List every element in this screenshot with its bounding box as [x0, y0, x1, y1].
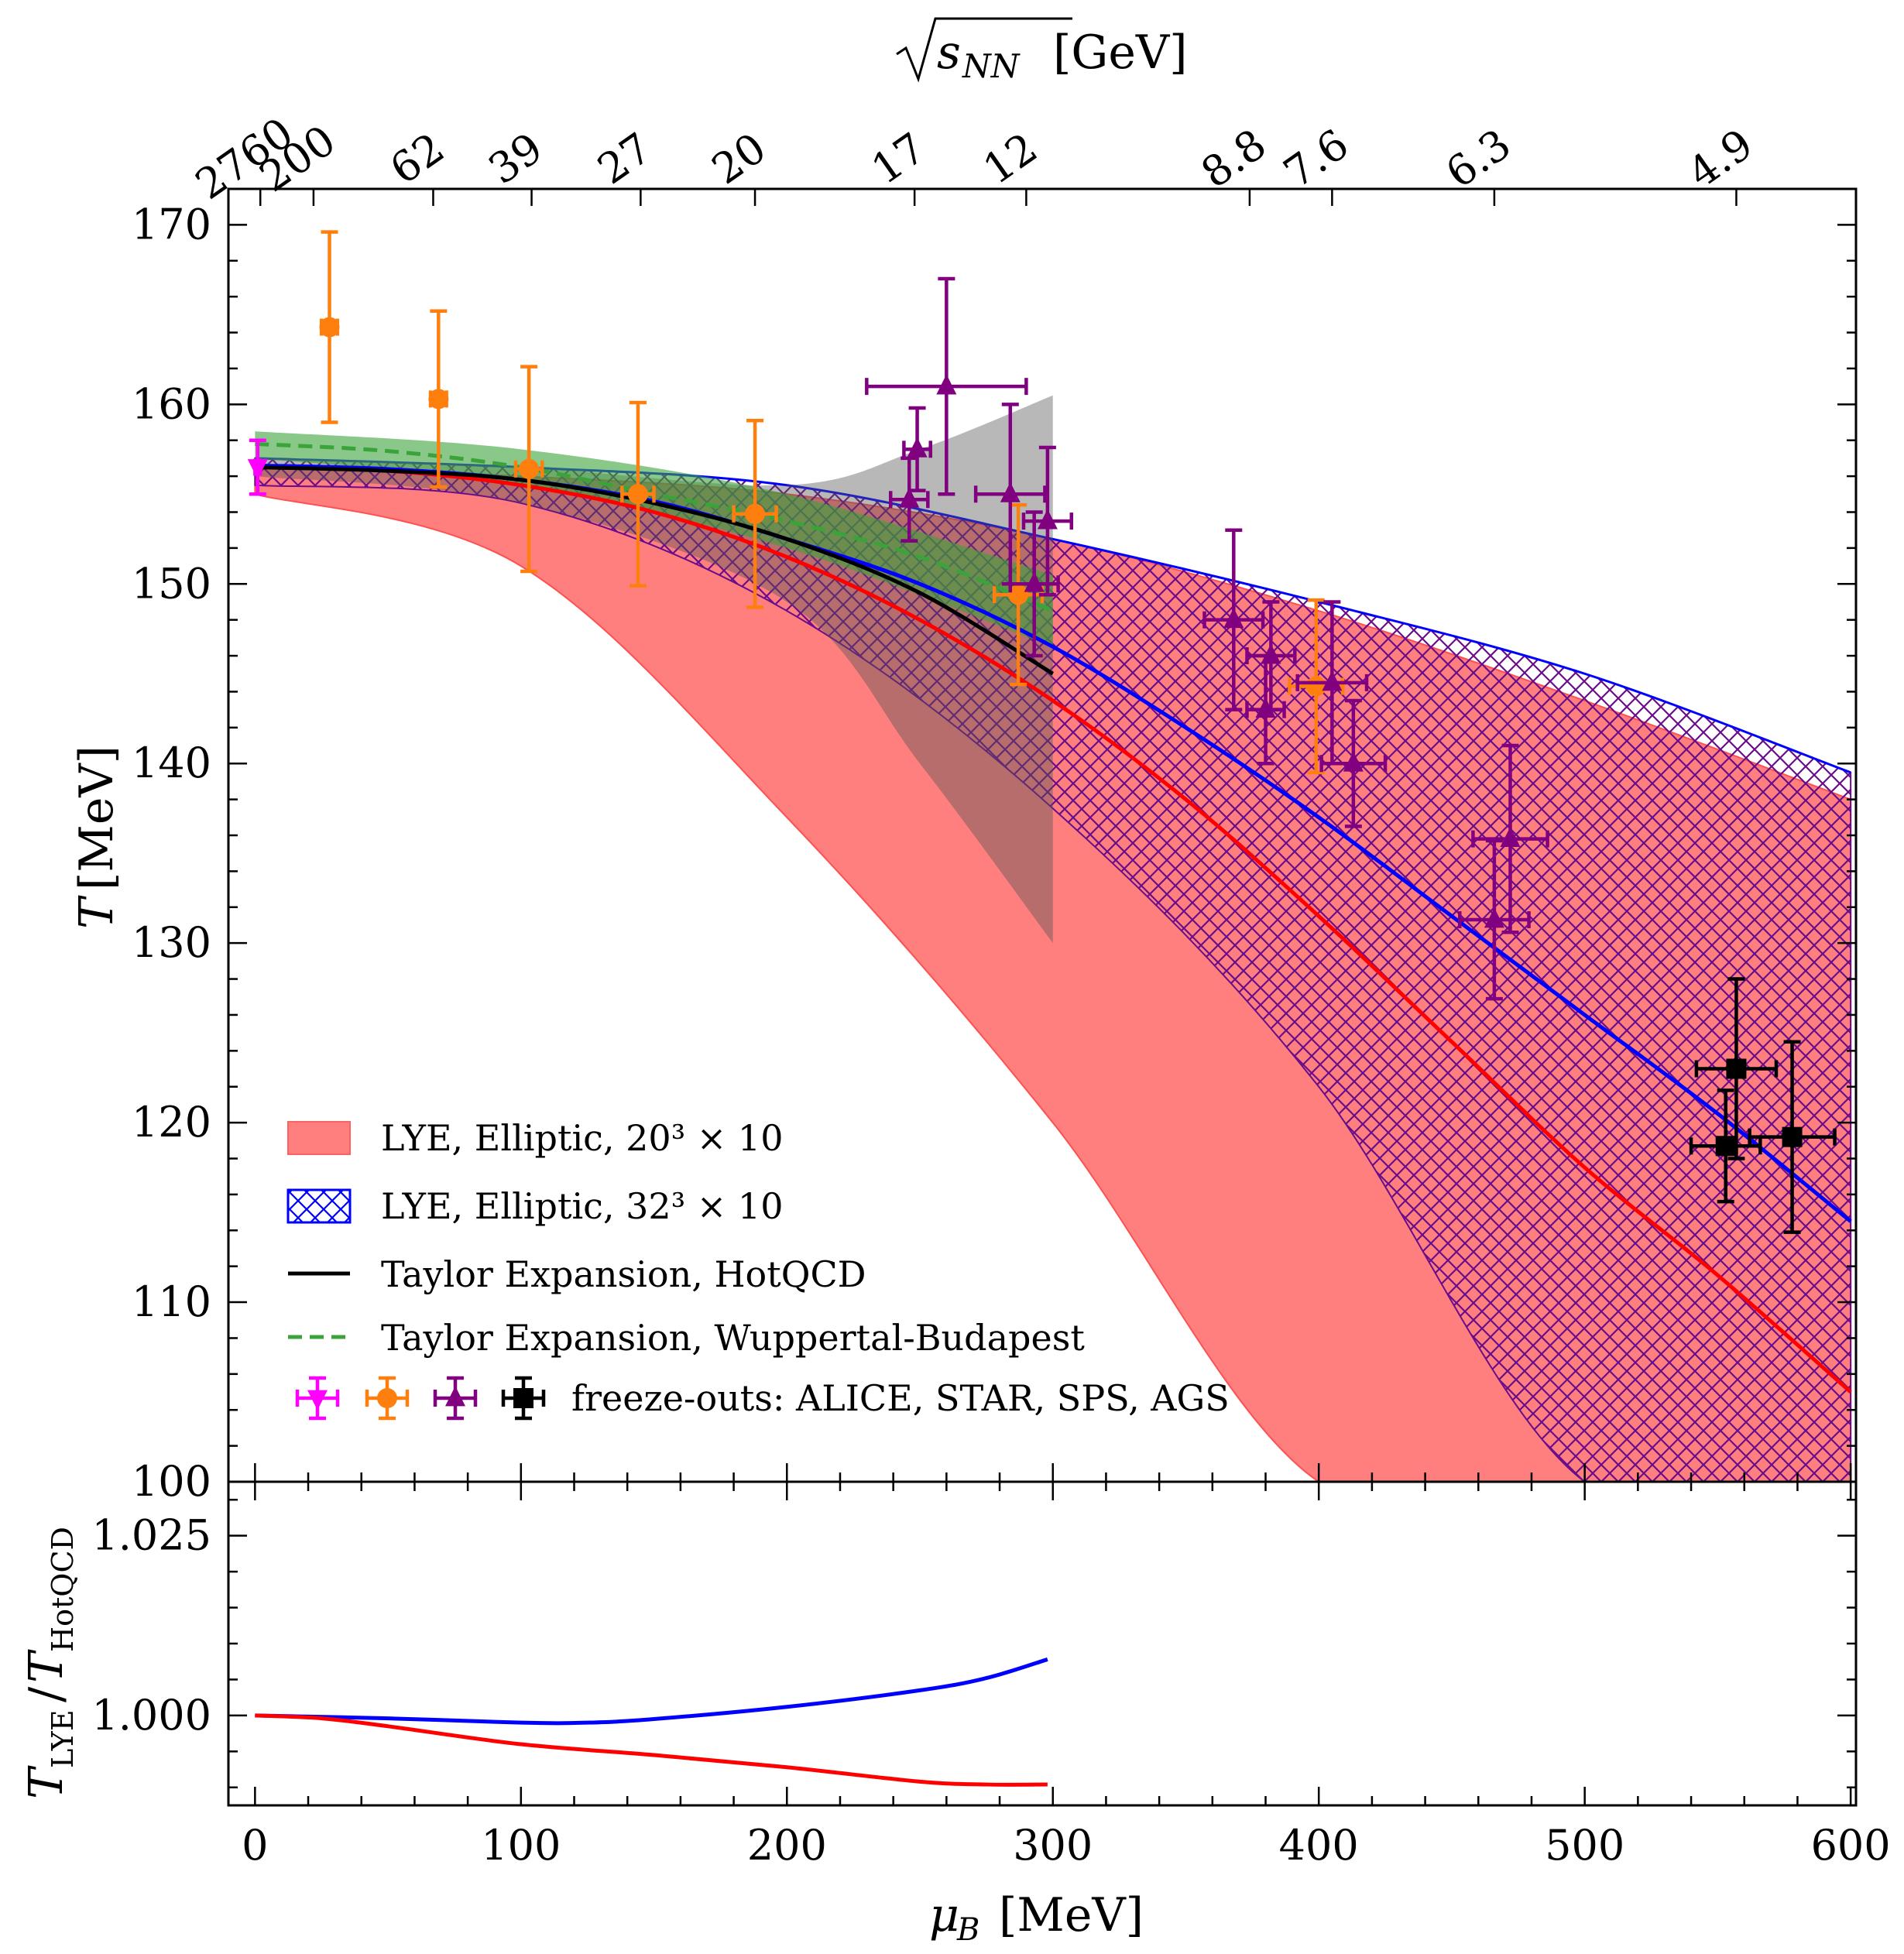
ratio-plot-frame [227, 1480, 1858, 1807]
point-star-6 [1008, 584, 1029, 605]
top-tick-label-7: 12 [975, 123, 1046, 194]
legend-marker-2 [445, 1386, 465, 1407]
svg-text:T: T [19, 1649, 74, 1683]
legend-label-3: Taylor Expansion, HotQCD [381, 1253, 866, 1295]
point-sps-19 [1500, 827, 1521, 848]
legend-label-1: LYE, Elliptic, 20³ × 10 [381, 1117, 783, 1159]
top-axis-title: s NN [GeV] [896, 17, 1188, 85]
svg-text:T: T [70, 895, 124, 929]
legend-marker-1 [377, 1388, 397, 1408]
y-tick-label-170: 170 [132, 200, 211, 249]
point-sps-11 [1000, 482, 1021, 502]
legend-freezeout-markers [295, 1376, 546, 1421]
y-tick-label-140: 140 [132, 739, 211, 787]
point-sps-12 [1037, 509, 1058, 530]
top-tick-label-4: 27 [589, 123, 660, 194]
legend-label-4: Taylor Expansion, Wuppertal-Budapest [381, 1317, 1085, 1359]
legend-label-2: LYE, Elliptic, 32³ × 10 [381, 1185, 783, 1227]
point-sps-9 [936, 374, 957, 395]
legend-swatch-blue-hatch [286, 1188, 352, 1224]
ratio-line-1 [255, 1713, 1048, 1787]
point-ags-21 [1726, 1058, 1747, 1079]
point-sps-17 [1322, 670, 1343, 691]
x-tick-label-400: 400 [1279, 1821, 1359, 1870]
y-tick-label-110: 110 [132, 1277, 211, 1326]
legend-label-5: freeze-outs: ALICE, STAR, SPS, AGS [571, 1377, 1230, 1419]
point-sps-13 [1024, 571, 1045, 592]
svg-text:HotQCD: HotQCD [46, 1527, 80, 1652]
svg-text:/: / [19, 1686, 74, 1702]
legend-marker-0 [307, 1390, 328, 1411]
y-tick-label-100: 100 [132, 1457, 211, 1506]
y-tick-label-130: 130 [132, 918, 211, 967]
x-tick-label-0: 0 [242, 1821, 268, 1870]
y-tick-label-120: 120 [132, 1098, 211, 1147]
legend-swatch-red-band [287, 1121, 351, 1155]
ratio-y-tick-label-1: 1.025 [91, 1511, 211, 1560]
top-tick-label-6: 17 [863, 123, 934, 194]
x-tick-label-600: 600 [1811, 1821, 1891, 1870]
ratio-line-0 [255, 1657, 1048, 1726]
svg-text:μ: μ [929, 1888, 959, 1942]
point-sps-16 [1255, 698, 1276, 718]
top-tick-label-9: 7.6 [1275, 119, 1357, 197]
svg-text:[MeV]: [MeV] [70, 746, 124, 890]
point-ags-23 [1782, 1126, 1803, 1147]
svg-text:T: T [19, 1765, 74, 1799]
point-star-2 [428, 389, 449, 410]
series-line-2 [255, 465, 1055, 676]
top-tick-label-10: 6.3 [1437, 119, 1519, 197]
point-sps-20 [1484, 907, 1504, 928]
svg-text:[GeV]: [GeV] [1053, 26, 1188, 80]
svg-text:s: s [937, 26, 961, 80]
point-star-1 [319, 317, 340, 338]
y-axis-title: T [MeV] [70, 746, 124, 929]
point-star-7 [1305, 676, 1326, 697]
x-tick-label-300: 300 [1013, 1821, 1093, 1870]
svg-text:NN: NN [962, 47, 1021, 85]
point-alice-0 [247, 459, 268, 480]
point-sps-8 [907, 437, 928, 458]
point-sps-10 [899, 487, 920, 508]
svg-text:LYE: LYE [46, 1709, 80, 1768]
top-tick-label-5: 20 [703, 123, 774, 194]
point-sps-14 [1223, 608, 1244, 629]
y-tick-label-150: 150 [132, 559, 211, 608]
x-tick-label-500: 500 [1545, 1821, 1624, 1870]
x-tick-label-200: 200 [747, 1821, 827, 1870]
svg-text:[MeV]: [MeV] [999, 1888, 1144, 1942]
band-3 [255, 431, 1053, 647]
legend-marker-3 [513, 1388, 533, 1408]
top-tick-label-3: 39 [480, 123, 551, 194]
ratio-y-tick-label-0: 1.000 [91, 1691, 211, 1740]
point-star-5 [745, 503, 766, 524]
point-star-4 [627, 484, 648, 505]
ratio-y-axis-title: T LYE / T HotQCD [19, 1527, 80, 1799]
svg-text:B: B [956, 1912, 979, 1948]
point-sps-18 [1343, 751, 1364, 772]
y-tick-label-160: 160 [132, 379, 211, 428]
point-star-3 [519, 458, 540, 479]
x-tick-label-100: 100 [481, 1821, 561, 1870]
x-axis-title: μ B [MeV] [929, 1888, 1144, 1948]
point-ags-22 [1715, 1136, 1736, 1157]
top-tick-label-8: 8.8 [1192, 119, 1274, 197]
legend: LYE, Elliptic, 20³ × 10 LYE, Elliptic, 3… [286, 1117, 1230, 1421]
top-tick-label-11: 4.9 [1679, 119, 1762, 197]
top-tick-label-2: 62 [382, 123, 453, 194]
